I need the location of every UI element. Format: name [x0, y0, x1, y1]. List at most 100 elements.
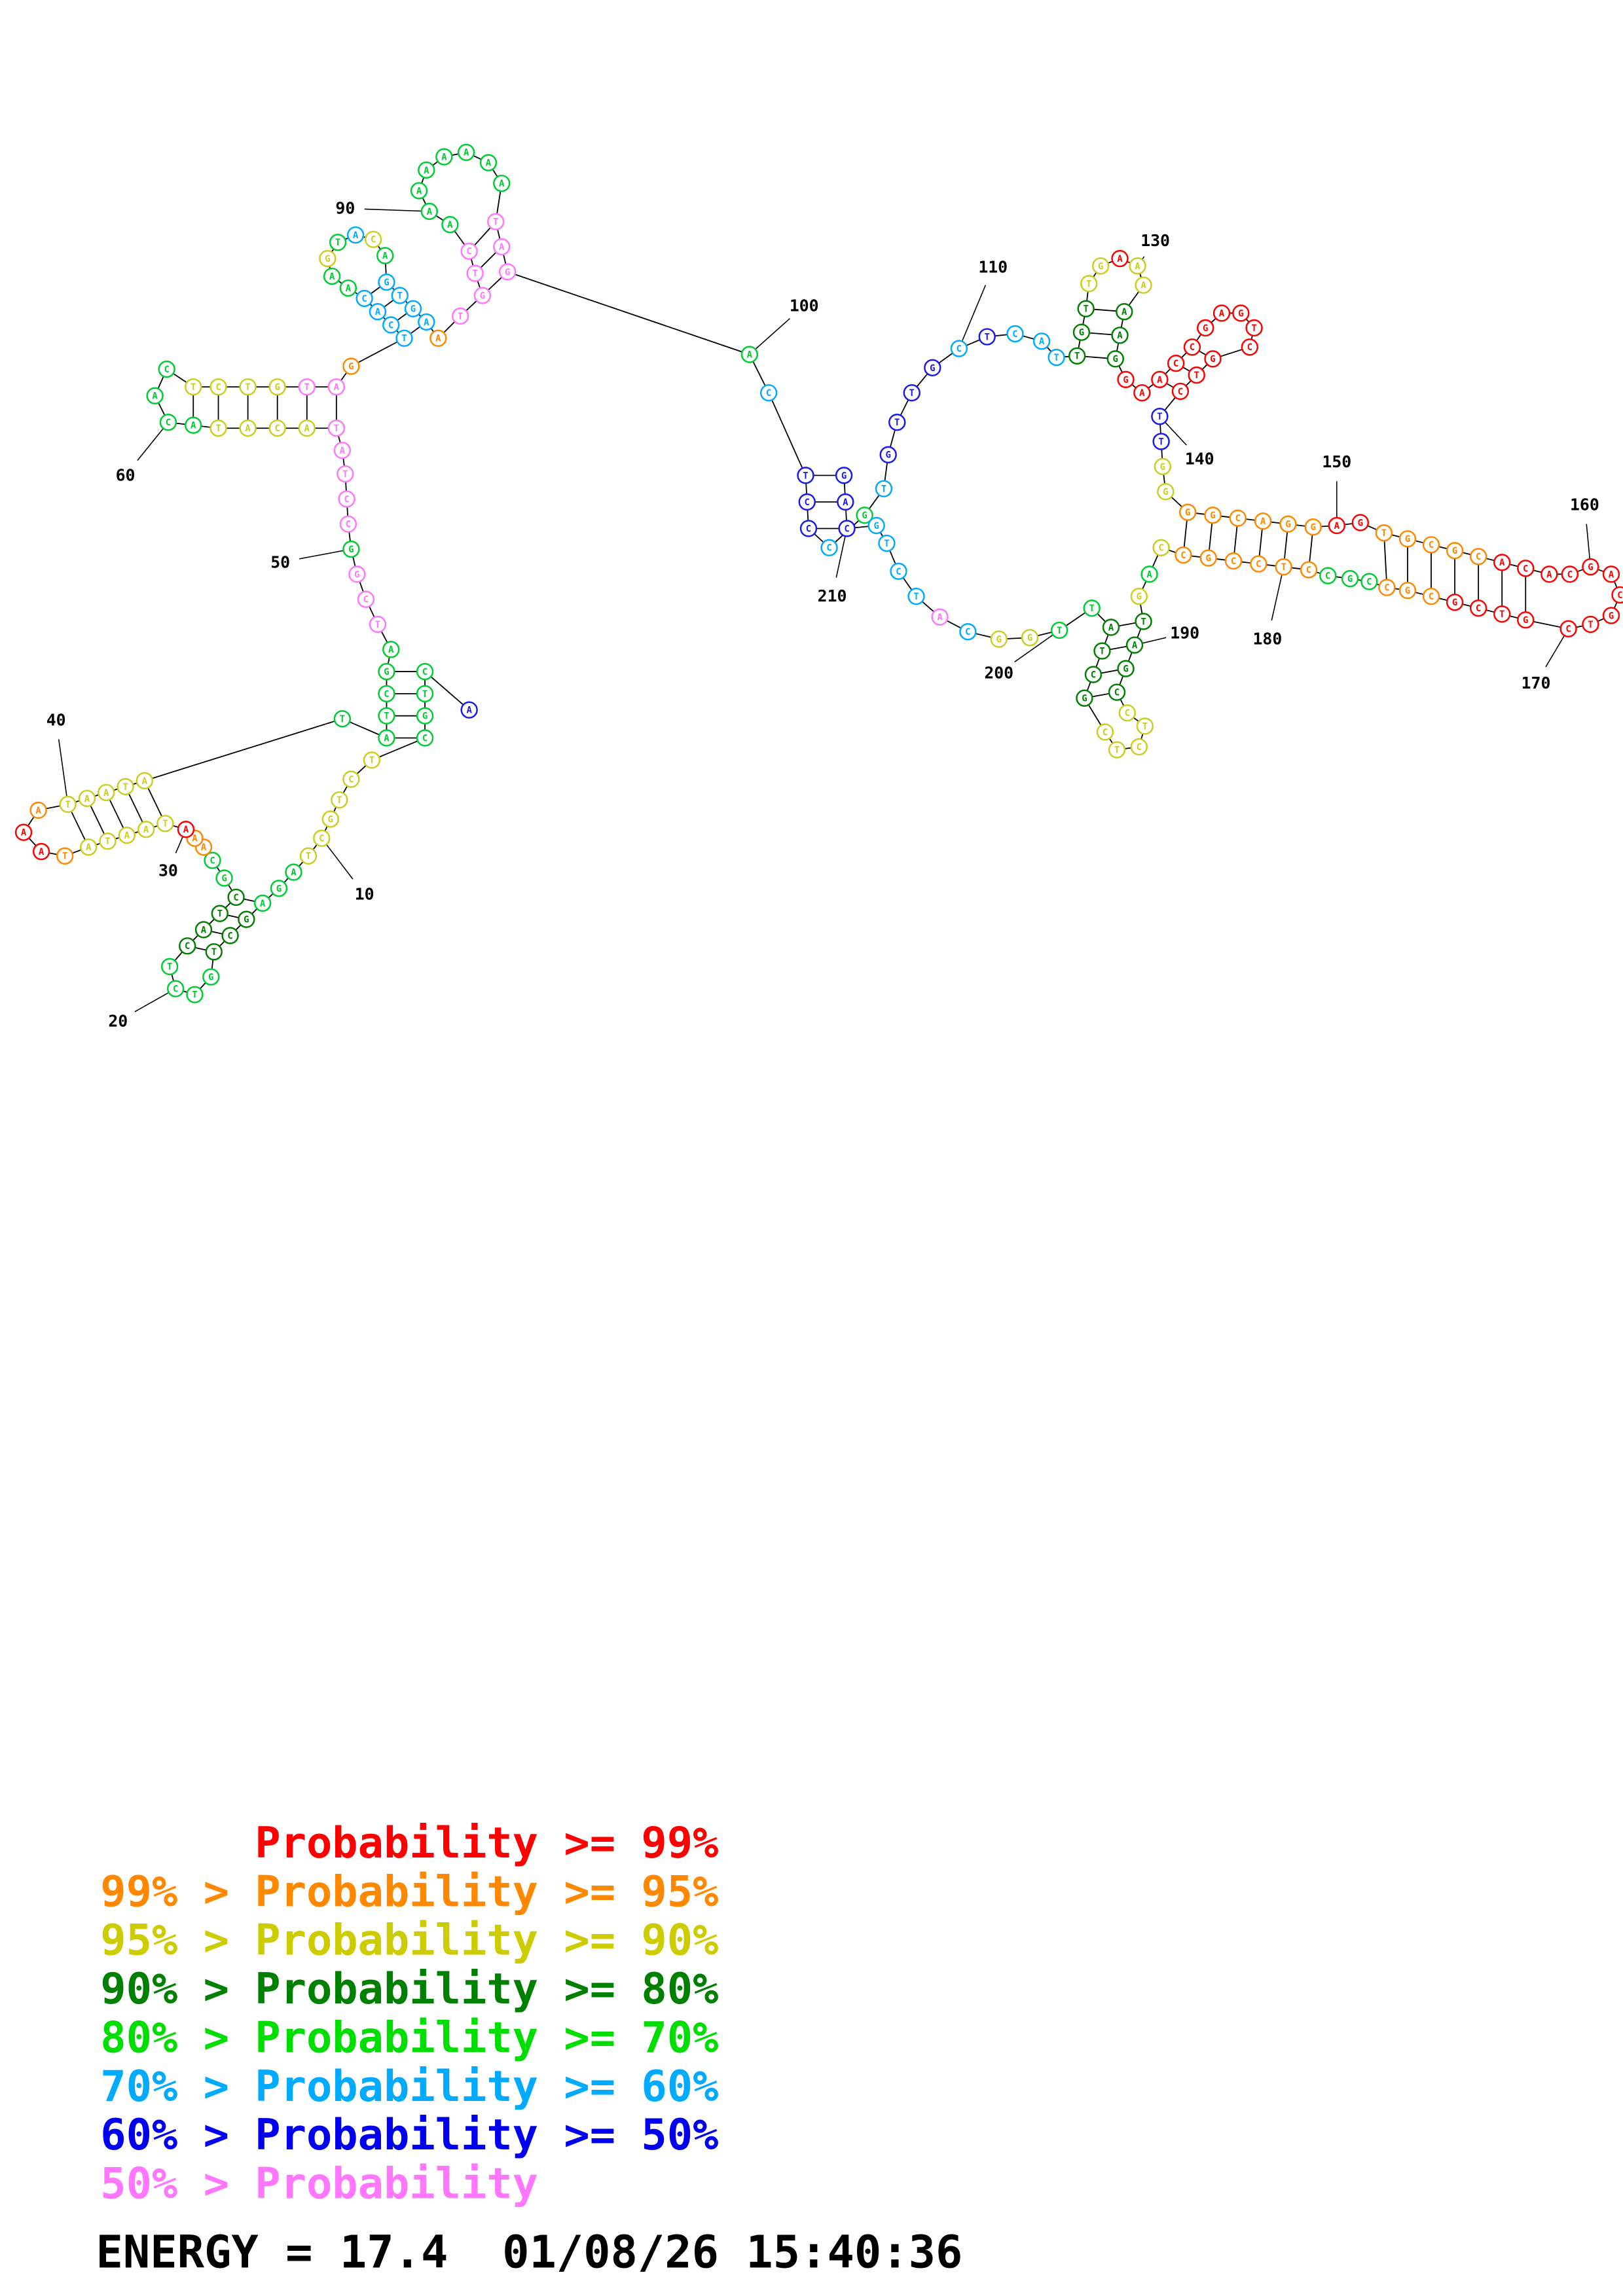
- nucleotide-letter: C: [1012, 329, 1017, 340]
- nucleotide-letter: T: [337, 795, 342, 806]
- nucleotide-letter: G: [885, 450, 890, 461]
- nucleotide-letter: G: [422, 711, 428, 722]
- nucleotide-letter: T: [1251, 323, 1256, 334]
- nucleotide-letter: G: [873, 521, 879, 531]
- nucleotide: [856, 507, 873, 524]
- nucleotide: [1197, 319, 1214, 337]
- nucleotide-letter: G: [1206, 554, 1211, 564]
- nucleotide-letter: G: [328, 814, 333, 825]
- nucleotide-letter: G: [1358, 518, 1363, 528]
- nucleotide-letter: G: [348, 545, 354, 555]
- nucleotide: [1140, 565, 1158, 583]
- position-label-100: 100: [790, 296, 819, 315]
- position-label-10: 10: [355, 884, 374, 903]
- position-label-110: 110: [978, 258, 1008, 277]
- nucleotide-letter: C: [1476, 603, 1481, 614]
- backbone-bonds: [23, 151, 1621, 996]
- nucleotide-letter: C: [805, 497, 810, 508]
- nucleotide: [1116, 303, 1133, 321]
- nucleotide: [1328, 516, 1345, 535]
- nucleotide: [1129, 257, 1146, 275]
- nucleotide: [1446, 542, 1464, 560]
- nucleotide-letter: C: [185, 941, 190, 952]
- nucleotide: [1241, 338, 1259, 356]
- nucleotide: [378, 685, 395, 703]
- nucleotide: [867, 516, 885, 535]
- nucleotide: [194, 921, 213, 939]
- nucleotide: [1072, 323, 1091, 341]
- position-label-140: 140: [1185, 450, 1214, 469]
- nucleotide: [1188, 366, 1205, 384]
- nucleotide: [313, 829, 331, 847]
- nucleotide-letter: C: [384, 689, 389, 700]
- nucleotide-letter: A: [304, 423, 310, 434]
- nucleotide: [1204, 350, 1222, 368]
- nucleotide-letter: G: [221, 874, 227, 884]
- nucleotide-letter: A: [329, 272, 335, 282]
- nucleotide-letter: A: [103, 788, 109, 798]
- nucleotide: [1559, 620, 1577, 637]
- nucleotide: [978, 328, 996, 346]
- nucleotide-letter: T: [1157, 412, 1162, 422]
- nucleotide: [98, 783, 115, 802]
- nucleotide: [1304, 518, 1322, 536]
- position-label-190: 190: [1170, 624, 1199, 643]
- nucleotide: [268, 420, 286, 437]
- nucleotide: [339, 279, 357, 297]
- nucleotide-letter: T: [1057, 626, 1062, 636]
- nucleotide: [1245, 319, 1263, 337]
- nucleotide-letter: C: [1325, 571, 1330, 582]
- label-leader-line: [58, 739, 69, 805]
- nucleotide-letter: A: [937, 613, 943, 623]
- nucleotide-letter: C: [164, 365, 169, 375]
- nucleotide: [1183, 338, 1201, 356]
- nucleotide: [185, 378, 202, 396]
- nucleotide: [835, 467, 853, 484]
- nucleotide-letter: A: [382, 251, 388, 262]
- nucleotide: [364, 230, 382, 248]
- nucleotide-letter: A: [245, 423, 251, 434]
- nucleotide: [333, 710, 352, 728]
- nucleotide: [78, 789, 96, 808]
- nucleotide: [205, 943, 223, 961]
- nucleotide: [838, 520, 856, 537]
- nucleotide-letter: C: [422, 733, 428, 744]
- nucleotide: [179, 937, 196, 955]
- nucleotide: [1151, 370, 1169, 389]
- nucleotide-letter: G: [1027, 633, 1032, 643]
- nucleotide: [136, 772, 154, 790]
- nucleotide: [1032, 332, 1051, 350]
- nucleotide: [416, 685, 434, 703]
- nucleotide: [890, 562, 907, 581]
- legend-line: 50% > Probability: [100, 2159, 538, 2209]
- nucleotide: [1561, 565, 1579, 583]
- nucleotide: [337, 465, 354, 483]
- nucleotide: [1130, 587, 1148, 605]
- nucleotide-letter: A: [1132, 640, 1138, 651]
- nucleotide: [466, 264, 484, 282]
- nucleotide: [1517, 611, 1535, 629]
- nucleotide: [1048, 348, 1065, 367]
- nucleotide-letter: T: [62, 852, 67, 862]
- nucleotide: [1092, 257, 1110, 275]
- nucleotide-letter: A: [499, 179, 505, 189]
- nucleotide-letter: G: [1163, 487, 1168, 497]
- nucleotide-letter: C: [1091, 670, 1096, 681]
- nucleotide-letter: T: [909, 388, 915, 399]
- nucleotide-letter: G: [325, 254, 330, 264]
- position-label-130: 130: [1140, 231, 1170, 250]
- nucleotide: [1117, 370, 1135, 389]
- nucleotide: [378, 662, 395, 681]
- nucleotide: [342, 770, 360, 788]
- nucleotide: [1106, 350, 1124, 368]
- nucleotide-letter: A: [353, 230, 359, 241]
- nucleotide-letter: A: [1609, 569, 1614, 580]
- nucleotide: [338, 490, 356, 508]
- nucleotide: [1175, 546, 1192, 564]
- nucleotide-letter: C: [274, 423, 280, 434]
- nucleotide-letter: T: [211, 947, 217, 958]
- nucleotide-letter: T: [384, 711, 389, 722]
- nucleotide: [740, 346, 759, 363]
- nucleotide: [1118, 704, 1136, 722]
